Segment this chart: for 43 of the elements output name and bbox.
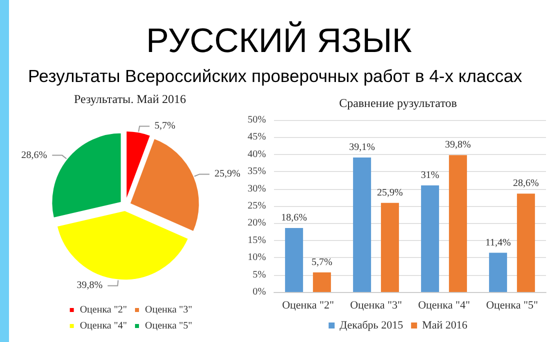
data-label: 18,6% xyxy=(281,212,307,224)
y-tick-label: 0% xyxy=(252,286,266,298)
y-tick-label: 30% xyxy=(248,183,266,194)
bar xyxy=(421,185,440,292)
data-label: 5,7% xyxy=(312,256,332,268)
y-tick-label: 35% xyxy=(248,166,266,178)
y-tick-label: 10% xyxy=(248,252,266,264)
text: Результаты. Май 2016 xyxy=(74,92,186,106)
data-label: 28,6% xyxy=(513,178,539,190)
x-tick-label: Оценка "2" xyxy=(282,300,334,312)
y-tick-label: 20% xyxy=(248,218,266,229)
data-label: 25,9% xyxy=(214,168,240,180)
legend-label: Оценка "5" xyxy=(145,320,192,332)
data-label: 25,9% xyxy=(377,187,403,198)
x-tick-label: Оценка "4" xyxy=(418,300,470,312)
data-label: 28,6% xyxy=(21,150,48,161)
y-tick-label: 15% xyxy=(248,234,266,246)
y-tick-label: 45% xyxy=(248,132,266,143)
y-tick-label: 5% xyxy=(252,269,266,280)
bar xyxy=(380,202,399,292)
text: Результаты Всероссийских проверочных работ в 4-х классах xyxy=(28,65,524,88)
bar xyxy=(489,252,508,292)
bar xyxy=(285,228,304,292)
x-tick-label: Оценка "5" xyxy=(486,300,538,312)
legend-label: Оценка "4" xyxy=(80,320,128,332)
chart-title: РУССКИЙ ЯЗЫК xyxy=(145,22,413,60)
data-label: 5,7% xyxy=(154,120,176,132)
data-label: 39,8% xyxy=(76,280,103,292)
y-tick-label: 50% xyxy=(248,114,266,126)
legend-label: Декабрь 2015 xyxy=(340,320,404,332)
y-tick-label: 25% xyxy=(248,200,266,212)
legend-label: Май 2016 xyxy=(422,320,468,332)
x-tick-label: Оценка "3" xyxy=(350,300,402,312)
data-label: 39,8% xyxy=(445,140,471,151)
bar xyxy=(353,157,372,292)
y-tick-label: 40% xyxy=(248,148,266,160)
data-label: 39,1% xyxy=(349,142,375,153)
data-label: 31% xyxy=(420,170,440,181)
chart-title: Сравнение рузультатов xyxy=(339,96,458,110)
bar xyxy=(448,155,467,292)
bar xyxy=(516,194,535,292)
data-label: 11,4% xyxy=(485,237,511,248)
bar xyxy=(312,272,331,292)
